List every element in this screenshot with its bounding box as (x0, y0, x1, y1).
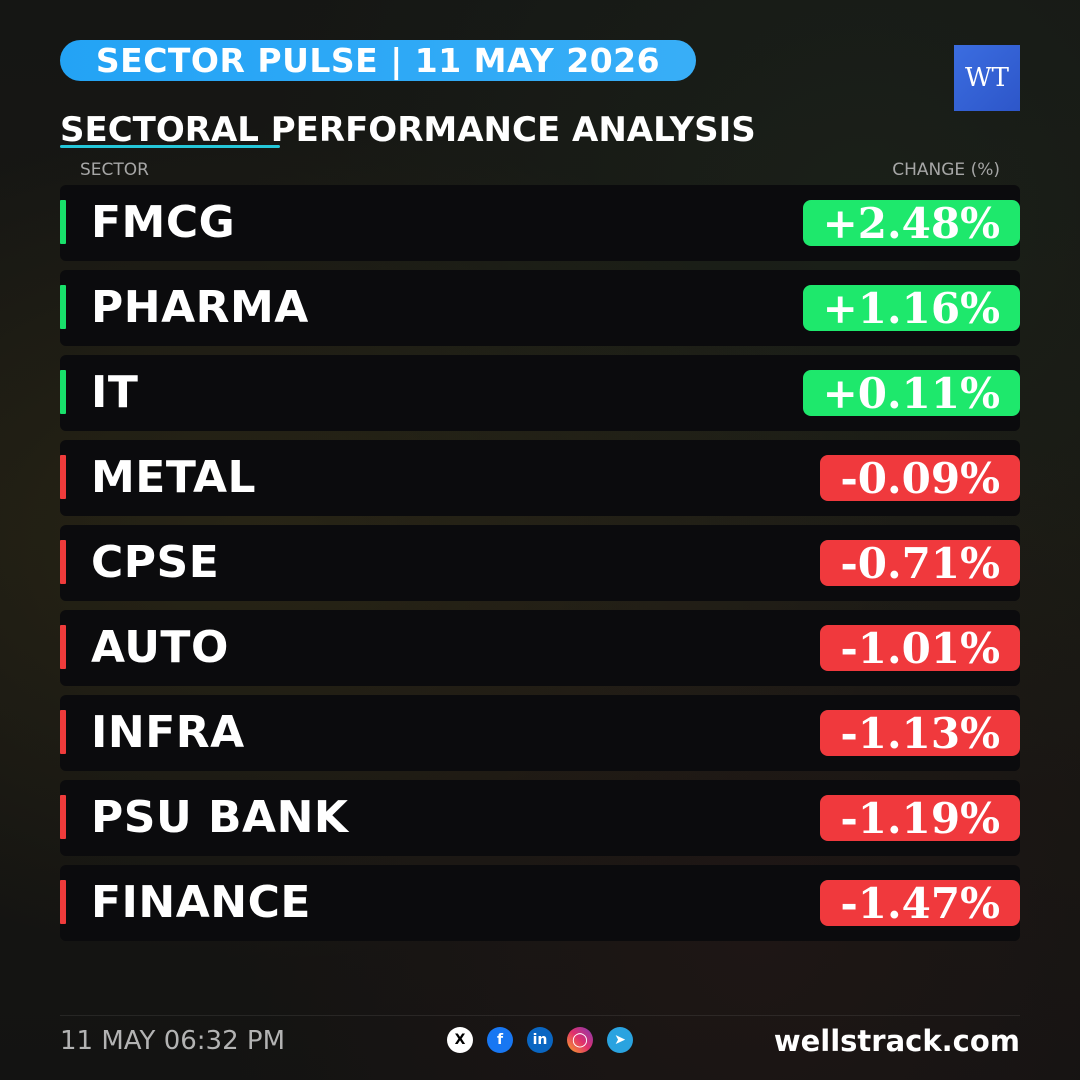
linkedin-icon[interactable]: in (527, 1027, 553, 1053)
change-badge: +0.11% (802, 369, 1020, 418)
social-links: X f in ◯ ➤ (447, 1027, 633, 1053)
footer-divider (60, 1015, 1020, 1016)
direction-bar (60, 710, 66, 754)
change-badge: -1.47% (820, 879, 1020, 928)
sector-name: METAL (91, 452, 257, 503)
sector-name: PHARMA (91, 282, 309, 333)
direction-bar (60, 625, 66, 669)
change-badge: +1.16% (802, 284, 1020, 333)
direction-bar (60, 370, 66, 414)
sector-row: PSU BANK -1.19% (60, 780, 1020, 856)
sector-name: FMCG (91, 197, 236, 248)
sector-row: INFRA -1.13% (60, 695, 1020, 771)
sector-name: CPSE (91, 537, 220, 588)
change-badge: -1.13% (820, 709, 1020, 758)
sector-row: AUTO -1.01% (60, 610, 1020, 686)
sector-name: IT (91, 367, 139, 418)
column-header-change: CHANGE (%) (892, 160, 1000, 180)
direction-bar (60, 200, 66, 244)
sector-name: INFRA (91, 707, 245, 758)
direction-bar (60, 455, 66, 499)
change-badge: -0.09% (820, 454, 1020, 503)
sector-list: FMCG +2.48% PHARMA +1.16% IT +0.11% META… (60, 185, 1020, 950)
sector-row: FINANCE -1.47% (60, 865, 1020, 941)
footer-timestamp: 11 MAY 06:32 PM (60, 1026, 285, 1056)
change-badge: -1.01% (820, 624, 1020, 673)
telegram-icon[interactable]: ➤ (607, 1027, 633, 1053)
x-icon[interactable]: X (447, 1027, 473, 1053)
facebook-icon[interactable]: f (487, 1027, 513, 1053)
sector-row: IT +0.11% (60, 355, 1020, 431)
sector-name: FINANCE (91, 877, 311, 928)
sector-row: METAL -0.09% (60, 440, 1020, 516)
sector-row: CPSE -0.71% (60, 525, 1020, 601)
direction-bar (60, 540, 66, 584)
header-title: SECTOR PULSE | 11 MAY 2026 (60, 40, 696, 81)
website-link[interactable]: wellstrack.com (773, 1024, 1020, 1058)
brand-logo: WT (954, 45, 1020, 111)
subtitle-underline (60, 145, 280, 148)
change-badge: +2.48% (802, 199, 1020, 248)
direction-bar (60, 285, 66, 329)
page-subtitle: SECTORAL PERFORMANCE ANALYSIS (60, 110, 756, 150)
sector-name: AUTO (91, 622, 229, 673)
instagram-icon[interactable]: ◯ (567, 1027, 593, 1053)
change-badge: -1.19% (820, 794, 1020, 843)
column-header-sector: SECTOR (80, 160, 149, 180)
sector-row: FMCG +2.48% (60, 185, 1020, 261)
direction-bar (60, 795, 66, 839)
direction-bar (60, 880, 66, 924)
sector-name: PSU BANK (91, 792, 349, 843)
sector-row: PHARMA +1.16% (60, 270, 1020, 346)
change-badge: -0.71% (820, 539, 1020, 588)
